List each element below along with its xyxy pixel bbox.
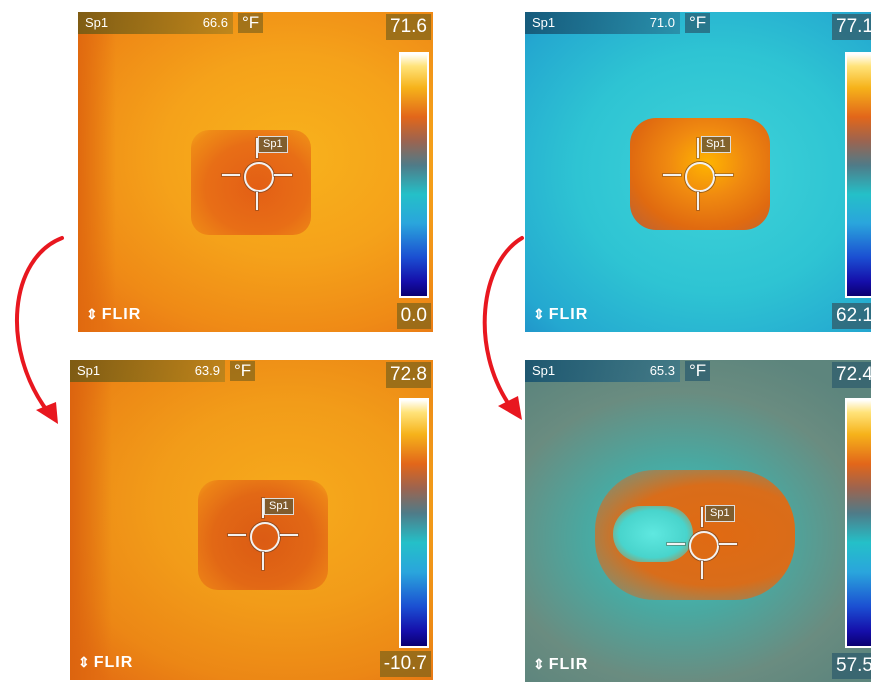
- spot-value: 65.3: [649, 363, 675, 378]
- spot-value: 71.0: [649, 15, 675, 30]
- thermal-image-bottom-left: Sp1 63.9 °F 72.8 -10.7 ⇕ FLIR Sp1: [70, 360, 433, 680]
- crosshair-icon: [659, 136, 739, 216]
- spot-marker-label: Sp1: [264, 498, 294, 515]
- color-scale-bar: [399, 52, 429, 298]
- scale-max-value: 77.1: [832, 14, 871, 40]
- spot-label: Sp1: [77, 363, 101, 378]
- thermal-image-top-right: Sp1 71.0 °F 77.1 62.1 ⇕ FLIR Sp1: [525, 12, 871, 332]
- spot-label: Sp1: [532, 15, 556, 30]
- flir-logo-icon: ⇕ FLIR: [533, 306, 589, 323]
- flir-logo-icon: ⇕ FLIR: [533, 656, 589, 673]
- temperature-unit: °F: [230, 361, 256, 381]
- scale-min-value: 57.5: [832, 653, 871, 679]
- color-scale-bar: [845, 52, 871, 298]
- spot-label: Sp1: [85, 15, 109, 30]
- spot-label: Sp1: [532, 363, 556, 378]
- flir-logo-icon: ⇕ FLIR: [78, 654, 134, 671]
- thermal-image-bottom-right: Sp1 65.3 °F 72.4 57.5 ⇕ FLIR Sp1: [525, 360, 871, 682]
- thermal-image-top-left: Sp1 66.6 °F 71.6 0.0 ⇕ FLIR Sp1: [78, 12, 433, 332]
- crosshair-icon: [224, 496, 304, 576]
- scale-max-value: 72.4: [832, 362, 871, 388]
- color-scale-bar: [845, 398, 871, 648]
- color-scale-bar: [399, 398, 429, 648]
- flir-logo-icon: ⇕ FLIR: [86, 306, 142, 323]
- spot-value: 63.9: [194, 363, 220, 378]
- temperature-unit: °F: [238, 13, 264, 33]
- curved-arrow-icon: [482, 236, 524, 420]
- scale-min-value: -10.7: [379, 651, 431, 677]
- scale-min-value: 0.0: [396, 303, 431, 329]
- scale-min-value: 62.1: [832, 303, 871, 329]
- spot-marker-label: Sp1: [258, 136, 288, 153]
- temperature-unit: °F: [685, 361, 711, 381]
- temperature-unit: °F: [685, 13, 711, 33]
- crosshair-icon: [663, 505, 743, 585]
- scale-max-value: 72.8: [386, 362, 431, 388]
- crosshair-icon: [218, 136, 298, 216]
- spot-value: 66.6: [202, 15, 228, 30]
- spot-marker-label: Sp1: [705, 505, 735, 522]
- cool-center-region: [613, 506, 693, 562]
- scale-max-value: 71.6: [386, 14, 431, 40]
- curved-arrow-icon: [14, 236, 64, 424]
- spot-marker-label: Sp1: [701, 136, 731, 153]
